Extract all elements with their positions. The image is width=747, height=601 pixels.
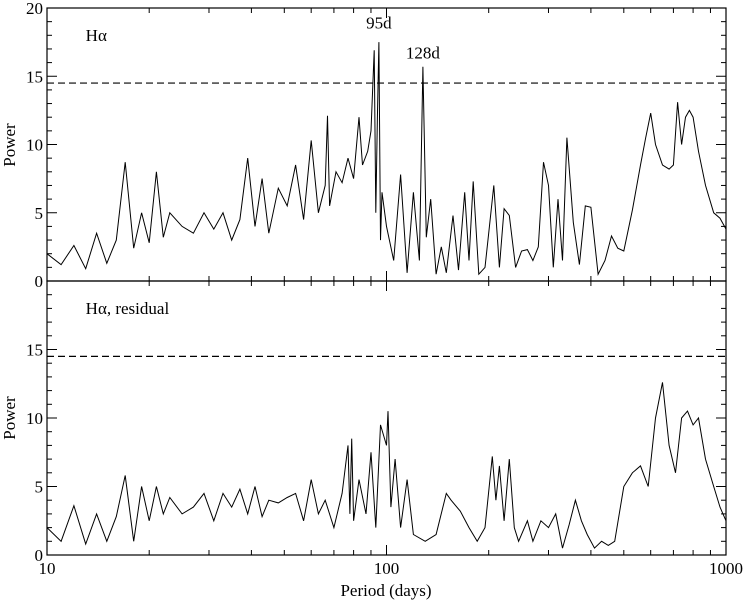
y-tick-label: 15 bbox=[26, 341, 43, 360]
x-tick-label: 1000 bbox=[709, 559, 743, 578]
y-tick-label: 10 bbox=[26, 409, 43, 428]
bottom-y-tick-labels: 0 5 10 15 bbox=[26, 341, 43, 566]
x-axis-label: Period (days) bbox=[340, 581, 431, 600]
annotation-label: 95d bbox=[366, 13, 392, 32]
top-y-tick-labels: 0 5 10 15 20 bbox=[26, 0, 43, 291]
y-tick-label: 0 bbox=[35, 272, 44, 291]
bottom-panel-frame bbox=[46, 280, 727, 556]
y-tick-label: 5 bbox=[35, 204, 44, 223]
top-power-line bbox=[46, 42, 727, 276]
bottom-annotations: Hα, residual bbox=[86, 299, 170, 318]
y-tick-label: 10 bbox=[26, 136, 43, 155]
y-tick-label: 15 bbox=[26, 67, 43, 86]
x-tick-labels: 10 100 1000 bbox=[39, 559, 744, 578]
x-tick-label: 10 bbox=[39, 559, 56, 578]
bottom-y-axis-label: Power bbox=[0, 396, 19, 440]
top-panel-ticks bbox=[46, 7, 727, 282]
annotation-label: Hα bbox=[86, 26, 107, 45]
x-tick-label: 100 bbox=[374, 559, 400, 578]
bottom-panel-ticks bbox=[46, 280, 727, 556]
bottom-power-line bbox=[46, 382, 727, 549]
annotation-label: Hα, residual bbox=[86, 299, 170, 318]
top-annotations: Hα 95d 128d bbox=[86, 13, 441, 62]
y-tick-label: 0 bbox=[35, 546, 44, 565]
annotation-label: 128d bbox=[406, 44, 441, 63]
y-tick-label: 5 bbox=[35, 478, 44, 497]
top-y-axis-label: Power bbox=[0, 123, 19, 167]
y-tick-label: 20 bbox=[26, 0, 43, 18]
